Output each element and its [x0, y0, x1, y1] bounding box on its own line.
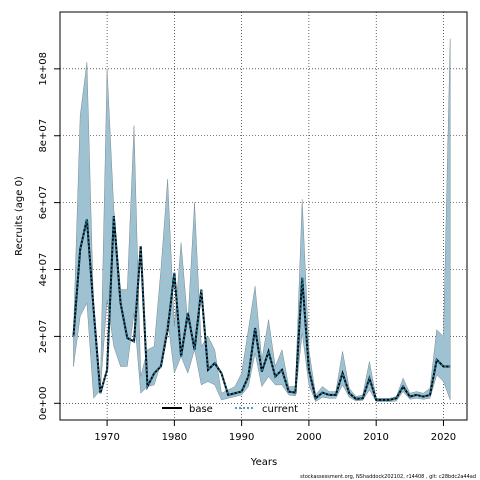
y-tick-label: 0e+00	[38, 386, 49, 420]
y-tick-label: 6e+07	[38, 186, 49, 220]
legend-label-current: current	[262, 404, 298, 415]
legend-label-base: base	[189, 404, 213, 415]
y-tick-label: 1e+08	[38, 52, 49, 86]
y-tick-label: 4e+07	[38, 253, 49, 287]
series-line-current	[72, 215, 451, 401]
y-axis: 0e+00 2e+07 4e+07 6e+07 8e+07 1e+08	[38, 52, 60, 420]
y-tick-label: 8e+07	[38, 119, 49, 153]
y-axis-title: Recruits (age 0)	[14, 176, 25, 256]
legend: base current	[162, 404, 298, 415]
x-tick-label: 1970	[94, 432, 119, 443]
x-axis-title: Years	[250, 457, 277, 468]
footer-text: stockassessment.org, NShaddock202102, r1…	[300, 474, 476, 480]
x-tick-label: 1990	[229, 432, 254, 443]
x-tick-label: 2000	[296, 432, 321, 443]
y-tick-label: 2e+07	[38, 320, 49, 354]
x-axis: 1970 1980 1990 2000 2010 2020	[94, 420, 456, 443]
x-tick-label: 1980	[162, 432, 187, 443]
x-tick-label: 2010	[363, 432, 388, 443]
plot-frame	[59, 11, 468, 421]
x-tick-label: 2020	[431, 432, 456, 443]
